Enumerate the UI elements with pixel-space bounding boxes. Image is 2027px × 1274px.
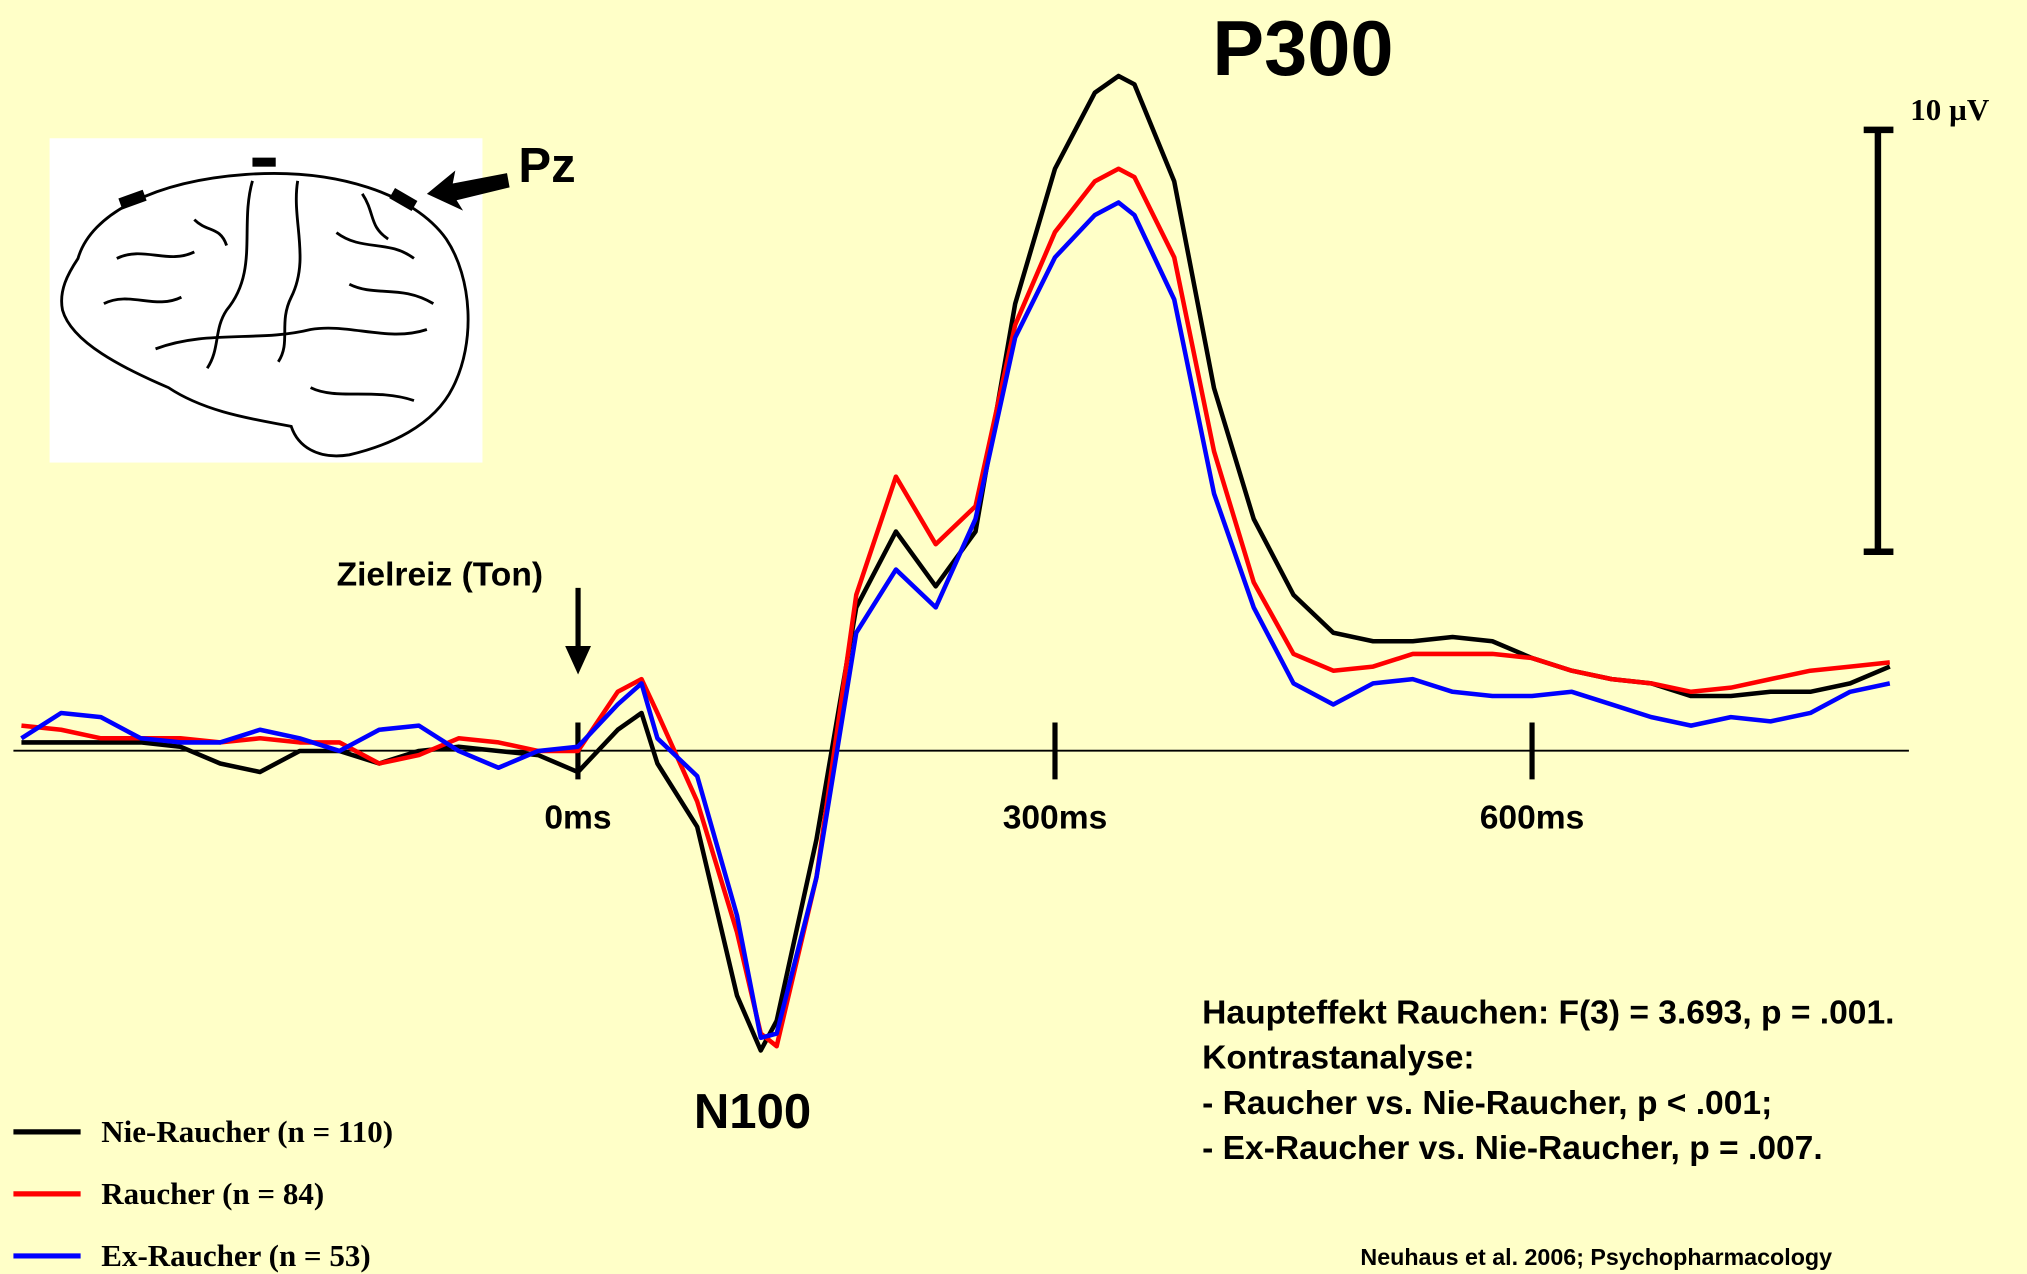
- erp-line: [21, 166, 1891, 1049]
- legend-label: Nie-Raucher (n = 110): [101, 1114, 393, 1149]
- chart-title: P300: [1212, 6, 1393, 92]
- statistics: Haupteffekt Rauchen: F(3) = 3.693, p = .…: [1202, 994, 1894, 1167]
- statistics-line: - Ex-Raucher vs. Nie-Raucher, p = .007.: [1202, 1130, 1823, 1167]
- statistics-line: Kontrastanalyse:: [1202, 1040, 1474, 1077]
- x-tick-label: 0ms: [544, 799, 611, 836]
- statistics-line: - Raucher vs. Nie-Raucher, p < .001;: [1202, 1085, 1772, 1122]
- brain-illustration: [49, 138, 510, 463]
- electrode-label: Pz: [518, 139, 575, 193]
- scale-bar-label: 10 µV: [1910, 92, 1990, 127]
- erp-line: [20, 200, 1891, 1041]
- legend-label: Ex-Raucher (n = 53): [101, 1238, 370, 1273]
- legend-label: Raucher (n = 84): [101, 1176, 324, 1211]
- stimulus-label: Zielreiz (Ton): [337, 556, 543, 593]
- x-tick-label: 600ms: [1480, 799, 1585, 836]
- source: Neuhaus et al. 2006; Psychopharmacology: [1360, 1244, 1832, 1270]
- statistics-line: Haupteffekt Rauchen: F(3) = 3.693, p = .…: [1202, 994, 1894, 1031]
- x-tick-label: 300ms: [1003, 799, 1108, 836]
- n100-label: N100: [694, 1085, 811, 1139]
- stimulus-arrow: [565, 587, 591, 675]
